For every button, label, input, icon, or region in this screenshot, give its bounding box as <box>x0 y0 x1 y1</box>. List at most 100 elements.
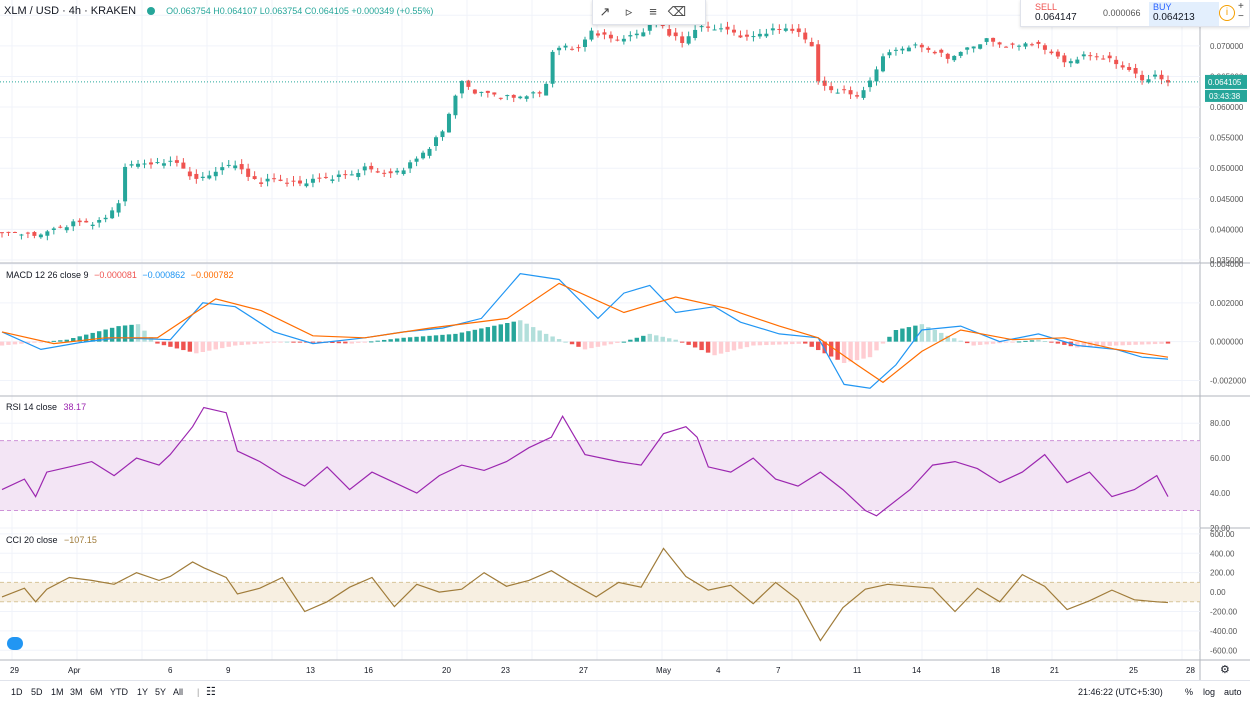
macd-hist-bar <box>297 341 303 343</box>
candle-body <box>1146 79 1151 83</box>
y-tick-label: 0.060000 <box>1210 103 1244 112</box>
macd-hist-bar <box>90 332 95 342</box>
y-tick-label: 0.055000 <box>1210 134 1244 143</box>
candle-body <box>64 227 69 231</box>
candle-body <box>349 174 354 176</box>
candle-body <box>621 38 626 42</box>
percent-toggle[interactable]: % <box>1185 687 1194 697</box>
candle-body <box>822 80 827 86</box>
macd-hist-bar <box>1146 341 1151 345</box>
candle-body <box>1140 74 1145 81</box>
range-ytd[interactable]: YTD <box>110 687 128 697</box>
y-tick-label: 0.045000 <box>1210 195 1244 204</box>
range-5d[interactable]: 5D <box>31 687 43 697</box>
macd-hist-bar <box>816 341 821 351</box>
macd-hist-bar <box>738 341 743 349</box>
candle-body <box>110 210 115 219</box>
y-tick-label: -600.00 <box>1210 646 1238 655</box>
x-tick-label: 21 <box>1050 666 1059 675</box>
sell-button[interactable]: SELL 0.064147 <box>1035 2 1077 23</box>
candle-body <box>453 95 458 116</box>
macd-hist-bar <box>543 333 549 342</box>
macd-hist-bar <box>420 336 426 342</box>
candle-body <box>414 158 419 162</box>
macd-hist-bar <box>0 341 5 346</box>
macd-hist-bar <box>116 326 121 342</box>
range-3m[interactable]: 3M <box>70 687 83 697</box>
lines-icon[interactable]: ≡ <box>649 4 657 19</box>
macd-hist-bar <box>828 341 834 357</box>
macd-hist-bar <box>608 341 614 345</box>
expand-collapse-icon[interactable]: + − <box>1238 1 1244 22</box>
candle-body <box>602 32 607 35</box>
macd-hist-bar <box>64 339 69 342</box>
candle-body <box>1068 61 1073 64</box>
macd-hist-bar <box>569 341 575 345</box>
macd-legend: MACD 12 26 close 9 −0.000081 −0.000862 −… <box>6 270 233 280</box>
candle-body <box>142 163 147 165</box>
range-1d[interactable]: 1D <box>11 687 23 697</box>
macd-hist-bar <box>1133 341 1138 345</box>
x-tick-label: 28 <box>1186 666 1195 675</box>
macd-hist-bar <box>77 336 82 342</box>
macd-hist-bar <box>718 341 724 354</box>
macd-hist-value: −0.000081 <box>94 270 137 280</box>
auto-toggle[interactable]: auto <box>1224 687 1242 697</box>
candle-body <box>25 232 30 234</box>
range-1m[interactable]: 1M <box>51 687 64 697</box>
candle-body <box>421 152 426 159</box>
projection-icon[interactable]: ▹ <box>625 4 633 19</box>
macd-hist-bar <box>744 341 750 348</box>
date-range-icon[interactable]: ☷ <box>206 686 216 698</box>
macd-hist-bar <box>654 335 659 342</box>
candle-body <box>38 234 43 238</box>
macd-hist-bar <box>401 337 406 342</box>
macd-hist-bar <box>226 341 231 347</box>
candle-body <box>252 176 257 180</box>
macd-hist-bar <box>233 341 238 346</box>
candle-body <box>809 41 814 47</box>
range-1y[interactable]: 1Y <box>137 687 149 697</box>
macd-hist-bar <box>971 341 976 346</box>
symbol-title[interactable]: XLM / USD · 4h · KRAKEN <box>4 5 137 17</box>
macd-hist-bar <box>485 327 491 342</box>
last-price-label: 0.064105 <box>1208 78 1242 87</box>
y-tick-label: 60.00 <box>1210 454 1231 463</box>
macd-hist-bar <box>349 341 354 344</box>
macd-hist-bar <box>1152 341 1158 345</box>
candle-body <box>58 226 63 228</box>
candle-body <box>952 55 957 61</box>
tradingview-logo-icon[interactable] <box>7 637 23 650</box>
range-6m[interactable]: 6M <box>90 687 103 697</box>
candle-body <box>583 39 587 48</box>
buy-button[interactable]: BUY 0.064213 <box>1149 2 1219 26</box>
candle-body <box>680 36 685 43</box>
range-5y[interactable]: 5Y <box>155 687 167 697</box>
log-toggle[interactable]: log <box>1203 687 1216 697</box>
macd-hist-bar <box>252 341 257 345</box>
x-tick-label: 14 <box>912 666 921 675</box>
candle-body <box>511 94 516 98</box>
clock-time[interactable]: 21:46:22 (UTC+5:30) <box>1078 687 1163 697</box>
candle-body <box>647 23 652 31</box>
y-tick-label: -0.002000 <box>1210 376 1247 385</box>
macd-hist-bar <box>641 335 646 342</box>
range-all[interactable]: All <box>173 687 184 697</box>
cursor-icon[interactable]: ↗ <box>599 4 611 19</box>
info-icon[interactable]: i <box>1219 5 1235 21</box>
eraser-icon[interactable]: ⌫ <box>667 4 687 19</box>
candle-body <box>945 53 950 59</box>
macd-hist-bar <box>615 341 620 343</box>
y-tick-label: 0.035000 <box>1210 256 1244 265</box>
candle-body <box>12 231 17 233</box>
candle-body <box>855 95 860 97</box>
candle-body <box>1062 55 1067 63</box>
candle-body <box>174 160 179 163</box>
candle-body <box>1017 45 1022 47</box>
candle-body <box>6 231 11 233</box>
macd-hist-bar <box>1139 341 1145 345</box>
macd-hist-bar <box>686 341 691 345</box>
y-tick-label: 200.00 <box>1210 569 1235 578</box>
candle-body <box>233 165 238 169</box>
